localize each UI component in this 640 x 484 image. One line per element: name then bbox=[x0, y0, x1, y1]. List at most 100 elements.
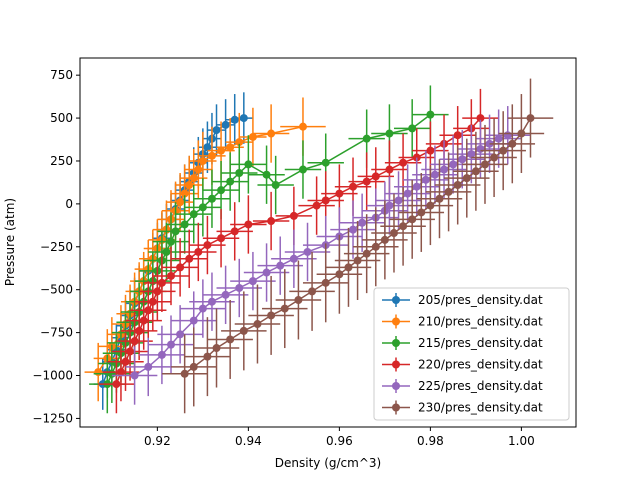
data-point bbox=[194, 165, 203, 174]
data-point bbox=[408, 215, 417, 224]
data-point bbox=[426, 146, 435, 155]
data-point bbox=[189, 316, 198, 325]
data-point bbox=[144, 362, 153, 371]
data-point bbox=[385, 129, 394, 138]
y-axis: −1250 −1000 −750 −500 −250 0 250 500 750 bbox=[32, 68, 80, 425]
data-point bbox=[239, 114, 248, 123]
data-point bbox=[198, 156, 207, 165]
legend-marker bbox=[392, 360, 400, 369]
data-point bbox=[499, 146, 508, 155]
data-point bbox=[148, 297, 157, 306]
data-point bbox=[294, 295, 303, 304]
data-point bbox=[417, 208, 426, 217]
x-axis-label: Density (g/cm^3) bbox=[275, 456, 381, 470]
data-point bbox=[335, 270, 344, 279]
x-tick-label: 1.00 bbox=[508, 434, 535, 448]
data-point bbox=[480, 160, 489, 169]
data-point bbox=[126, 347, 135, 356]
data-point bbox=[267, 311, 276, 320]
data-point bbox=[180, 189, 189, 198]
legend-box bbox=[373, 287, 570, 421]
data-point bbox=[162, 247, 171, 256]
legend-label: 215/pres_density.dat bbox=[418, 336, 543, 350]
data-point bbox=[207, 194, 216, 203]
data-point bbox=[430, 170, 439, 179]
data-point bbox=[303, 247, 312, 256]
legend-label: 210/pres_density.dat bbox=[418, 315, 543, 329]
data-point bbox=[462, 174, 471, 183]
x-tick-label: 0.98 bbox=[417, 434, 444, 448]
data-point bbox=[426, 110, 435, 119]
data-point bbox=[280, 304, 289, 313]
data-point bbox=[203, 143, 212, 152]
data-point bbox=[321, 158, 330, 167]
data-point bbox=[267, 217, 276, 226]
data-point bbox=[221, 120, 230, 129]
data-point bbox=[121, 357, 130, 366]
data-point bbox=[221, 290, 230, 299]
data-point bbox=[180, 369, 189, 378]
series-5 bbox=[161, 78, 554, 414]
data-point bbox=[453, 181, 462, 190]
data-point bbox=[157, 350, 166, 359]
data-point bbox=[490, 153, 499, 162]
y-tick-label: 500 bbox=[50, 111, 73, 125]
data-point bbox=[116, 368, 125, 377]
data-point bbox=[185, 181, 194, 190]
data-point bbox=[171, 227, 180, 236]
data-point bbox=[176, 330, 185, 339]
data-point bbox=[262, 268, 271, 277]
data-point bbox=[471, 167, 480, 176]
data-point bbox=[494, 134, 503, 143]
data-point bbox=[508, 139, 517, 148]
legend-marker bbox=[392, 339, 400, 347]
data-point bbox=[153, 287, 162, 296]
data-point bbox=[394, 196, 403, 205]
data-point bbox=[107, 369, 116, 378]
data-point bbox=[385, 201, 394, 210]
legend-label: 220/pres_density.dat bbox=[418, 358, 543, 372]
data-point bbox=[244, 160, 253, 169]
data-point bbox=[180, 220, 189, 229]
data-point bbox=[130, 371, 139, 380]
data-point bbox=[335, 189, 344, 198]
data-point bbox=[421, 175, 430, 184]
data-point bbox=[362, 134, 371, 143]
data-point bbox=[449, 160, 458, 169]
data-point bbox=[298, 122, 307, 131]
plot-frame bbox=[79, 57, 577, 428]
data-point bbox=[244, 220, 253, 229]
data-point bbox=[185, 254, 194, 263]
data-point bbox=[262, 170, 271, 179]
data-point bbox=[399, 158, 408, 167]
series-3 bbox=[98, 88, 499, 414]
data-point bbox=[112, 380, 121, 389]
data-point bbox=[230, 115, 239, 124]
data-point bbox=[298, 165, 307, 174]
data-point bbox=[212, 126, 221, 135]
legend-label: 230/pres_density.dat bbox=[418, 401, 543, 415]
data-point bbox=[217, 234, 226, 243]
data-point bbox=[503, 131, 512, 140]
data-point bbox=[189, 210, 198, 219]
data-point bbox=[207, 151, 216, 160]
data-point bbox=[217, 186, 226, 195]
data-point bbox=[349, 225, 358, 234]
legend-marker bbox=[392, 382, 400, 390]
data-point bbox=[144, 306, 153, 315]
data-point bbox=[362, 177, 371, 186]
data-point bbox=[458, 155, 467, 164]
series-layer bbox=[84, 78, 554, 414]
legend-marker bbox=[392, 317, 400, 326]
data-point bbox=[226, 177, 235, 186]
y-axis-label: Pressure (atm) bbox=[3, 198, 17, 286]
y-tick-label: 0 bbox=[65, 197, 73, 211]
data-point bbox=[289, 254, 298, 263]
y-tick-label: −250 bbox=[40, 240, 73, 254]
data-point bbox=[130, 337, 139, 346]
data-point bbox=[385, 165, 394, 174]
data-point bbox=[226, 143, 235, 152]
y-tick-label: −1250 bbox=[32, 411, 73, 425]
data-point bbox=[289, 211, 298, 220]
data-point bbox=[235, 138, 244, 147]
